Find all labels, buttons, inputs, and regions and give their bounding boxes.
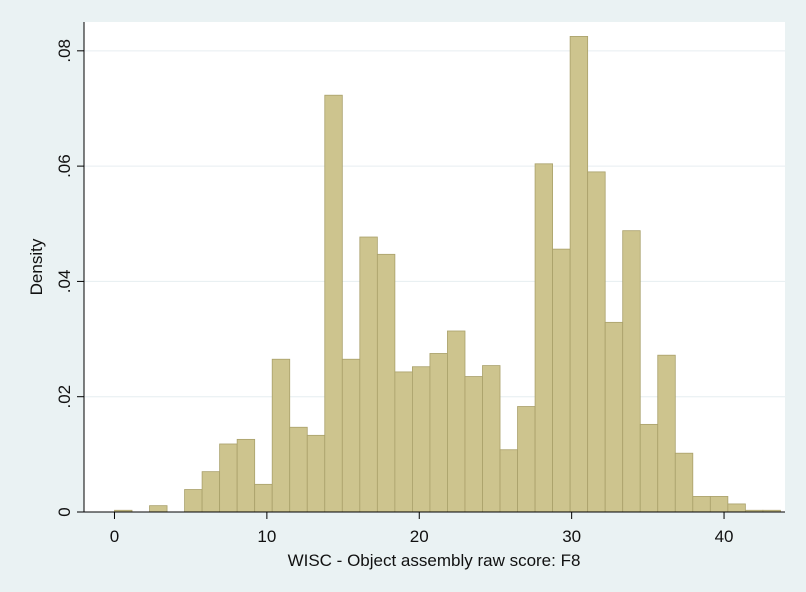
histogram-bar (201, 471, 221, 513)
histogram-bar (412, 366, 431, 513)
histogram-bar (674, 452, 694, 513)
histogram-bar (692, 496, 711, 513)
y-tick-label: .04 (55, 270, 74, 294)
histogram-bar (447, 330, 466, 513)
histogram-bar (289, 426, 308, 513)
y-tick-label: .08 (55, 39, 74, 63)
histogram-bar (482, 365, 501, 513)
histogram-bar (184, 489, 203, 513)
histogram-bar (552, 248, 571, 513)
histogram-bar (604, 321, 624, 513)
histogram-bar (341, 358, 361, 513)
histogram-bar (359, 236, 378, 513)
histogram-bar (534, 163, 554, 513)
x-tick-label: 40 (715, 527, 734, 546)
histogram-bar (727, 503, 746, 513)
histogram-bar (639, 423, 659, 513)
histogram-bar (149, 505, 168, 513)
bars (114, 36, 781, 513)
histogram-bar (394, 371, 413, 513)
x-tick-label: 0 (110, 527, 119, 546)
y-ticks: 0 .02 .04 .06 .08 (55, 39, 84, 517)
histogram-bar (622, 230, 641, 513)
x-tick-label: 10 (257, 527, 276, 546)
histogram-bar (569, 36, 589, 513)
histogram-bar (376, 253, 396, 513)
y-tick-label: .06 (55, 154, 74, 178)
y-axis-title: Density (27, 238, 46, 295)
histogram-bar (236, 438, 256, 513)
y-tick-label: .02 (55, 385, 74, 409)
histogram-bar (587, 171, 606, 513)
histogram-bar (254, 483, 273, 513)
x-tick-label: 30 (562, 527, 581, 546)
histogram-bar (219, 443, 238, 513)
histogram-bar (709, 496, 729, 513)
histogram-bar (657, 354, 676, 513)
histogram-bar (324, 94, 343, 513)
histogram-bar (306, 434, 326, 513)
axes (83, 22, 785, 513)
y-tick-label: 0 (55, 507, 74, 516)
x-ticks: 0 10 20 30 40 (110, 512, 734, 546)
histogram-bar (429, 353, 448, 513)
histogram-bar (464, 376, 483, 513)
histogram-bar (499, 449, 518, 513)
x-tick-label: 20 (410, 527, 429, 546)
histogram-bar (517, 406, 536, 513)
x-axis-title: WISC - Object assembly raw score: F8 (288, 551, 581, 570)
histogram-bar (271, 358, 291, 513)
